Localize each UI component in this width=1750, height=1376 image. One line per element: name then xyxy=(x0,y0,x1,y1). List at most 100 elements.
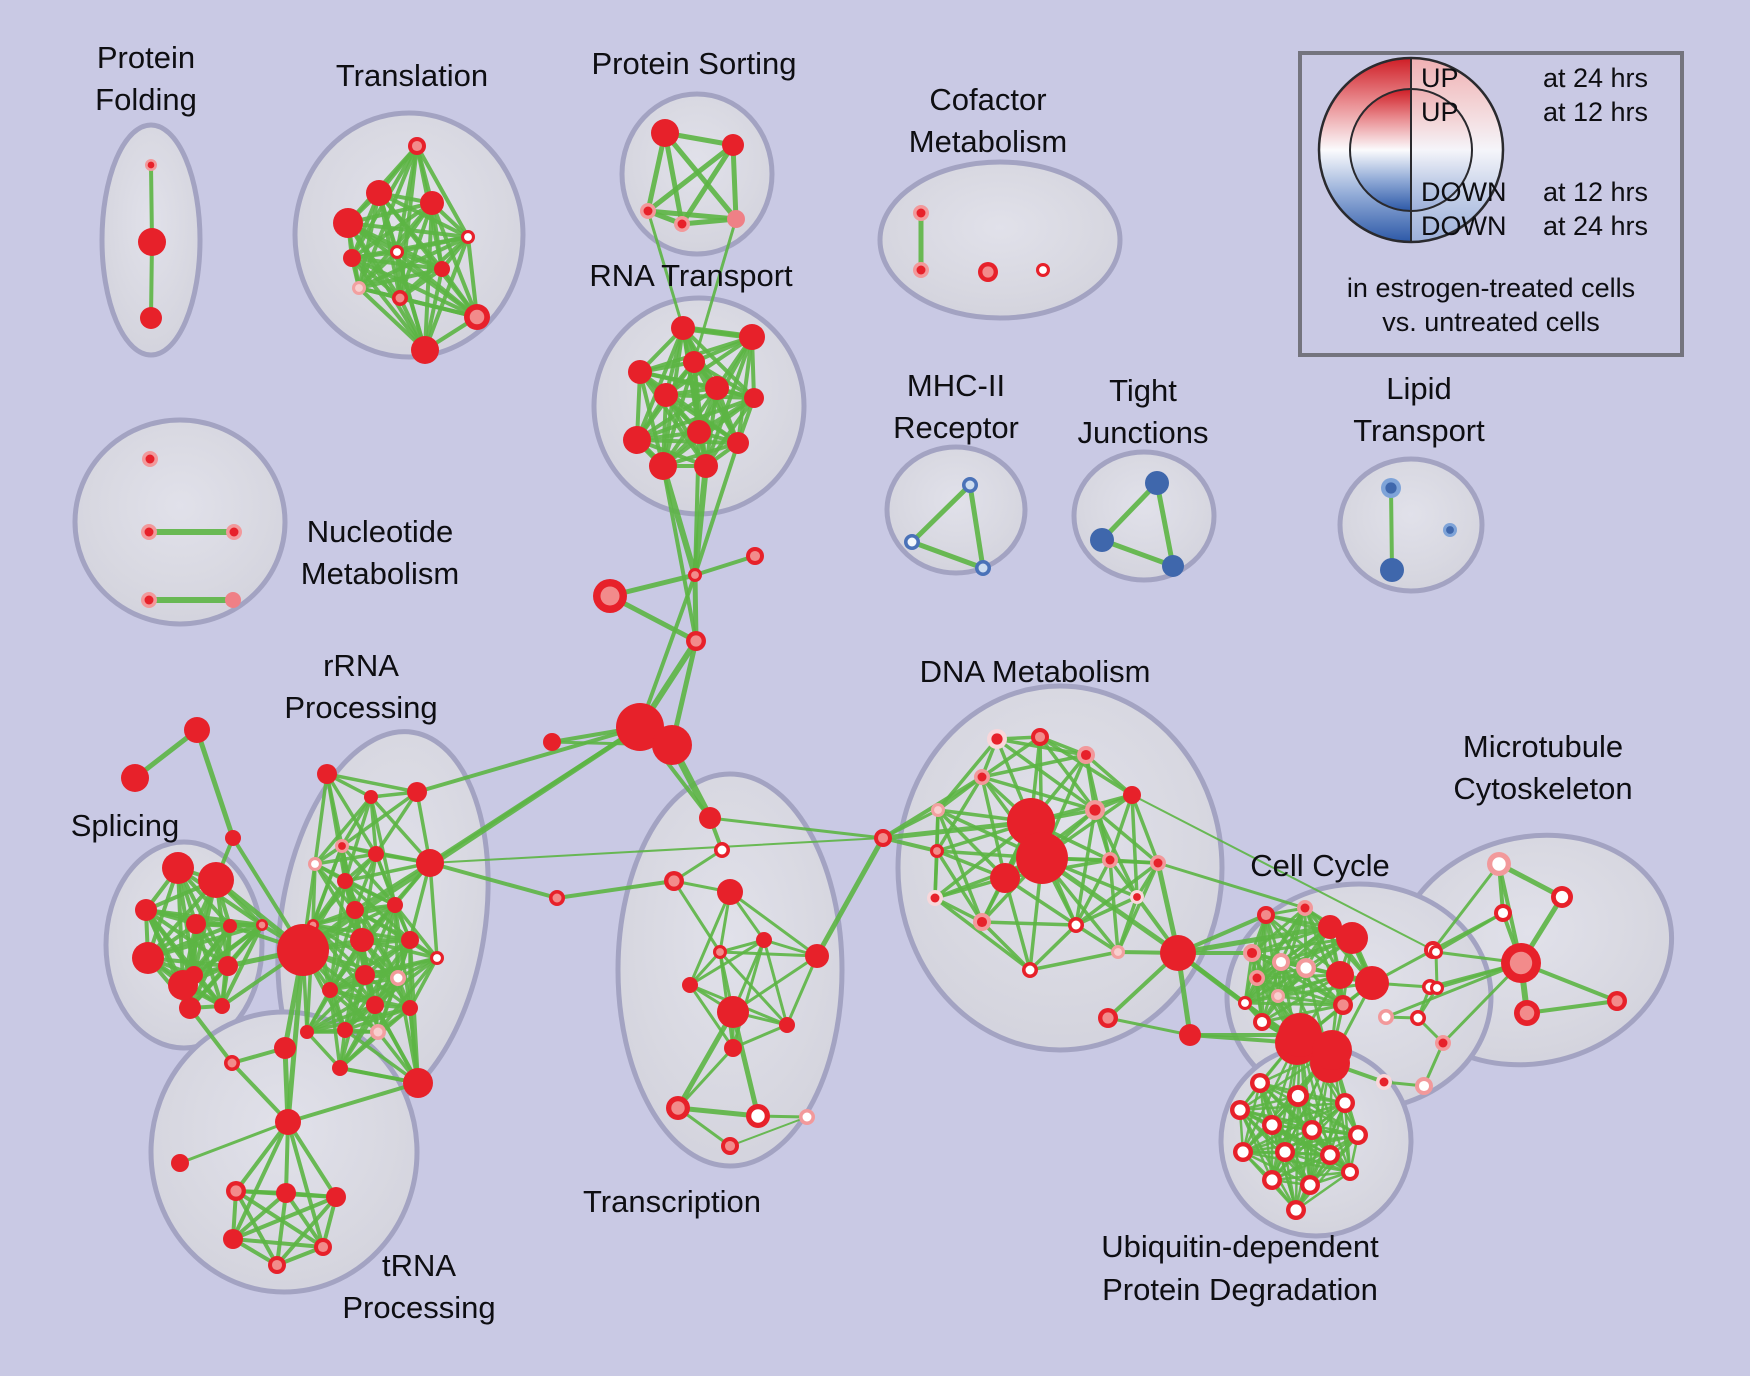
gene-node-inner-12h xyxy=(933,847,941,855)
gene-node-outer-24h xyxy=(350,928,374,952)
gene-node-outer-24h xyxy=(337,1022,353,1038)
gene-node-inner-12h xyxy=(751,1109,765,1123)
interaction-edge xyxy=(1175,924,1333,956)
interaction-edge xyxy=(178,1120,290,1165)
gene-node-inner-12h xyxy=(1254,1077,1266,1089)
interaction-edge xyxy=(313,795,373,866)
legend-row-time: at 12 hrs xyxy=(1543,177,1648,207)
gene-node-inner-12h xyxy=(802,1112,812,1122)
interaction-edge xyxy=(350,256,427,352)
interaction-edge xyxy=(1431,862,1501,952)
gene-node-outer-24h xyxy=(333,208,363,238)
legend-glyph-inner-left xyxy=(1350,89,1411,211)
interaction-edge xyxy=(275,1195,338,1267)
gene-node-outer-24h xyxy=(366,996,384,1014)
interaction-edge xyxy=(688,938,766,987)
gene-node-outer-24h xyxy=(1336,922,1368,954)
gene-node-inner-12h xyxy=(1266,1119,1278,1131)
gene-node-inner-12h xyxy=(934,806,942,814)
gene-node-outer-24h xyxy=(322,982,338,998)
gene-node-outer-24h xyxy=(223,1229,243,1249)
interaction-edge xyxy=(692,217,738,364)
interaction-edge xyxy=(555,879,676,900)
gene-node-inner-12h xyxy=(977,772,987,782)
gene-node-inner-12h xyxy=(1071,920,1081,930)
gene-node-inner-12h xyxy=(1256,1016,1268,1028)
gene-node-inner-12h xyxy=(1153,858,1163,868)
gene-node-inner-12h xyxy=(668,875,680,887)
gene-node-inner-12h xyxy=(1432,948,1440,956)
interaction-edge xyxy=(708,816,885,840)
gene-node-inner-12h xyxy=(229,527,239,537)
gene-node-outer-24h xyxy=(744,388,764,408)
gene-node-outer-24h xyxy=(543,733,561,751)
interaction-edge xyxy=(350,256,402,300)
gene-node-inner-12h xyxy=(1275,956,1287,968)
interaction-edge xyxy=(693,430,701,577)
interaction-edge xyxy=(1243,966,1308,1005)
cluster-label-protein-sorting: Protein Sorting xyxy=(591,46,796,81)
interaction-edge xyxy=(350,201,434,260)
cluster-ellipse-tight-junctions xyxy=(1071,449,1217,583)
interaction-edge xyxy=(693,441,740,577)
gene-node-outer-24h xyxy=(184,717,210,743)
gene-node-inner-12h xyxy=(338,842,346,850)
interaction-edge xyxy=(398,267,444,300)
cluster-label-dna-metabolism: DNA Metabolism xyxy=(920,654,1151,689)
gene-node-inner-12h xyxy=(716,948,724,956)
interaction-edge xyxy=(338,1003,377,1070)
gene-node-inner-12h xyxy=(691,571,699,579)
gene-node-inner-12h xyxy=(1352,1129,1364,1141)
legend-row-time: at 24 hrs xyxy=(1543,63,1648,93)
gene-node-outer-24h xyxy=(368,846,384,862)
gene-node-outer-24h xyxy=(401,931,419,949)
interaction-edge xyxy=(909,539,986,571)
interaction-edge xyxy=(635,326,685,442)
gene-node-inner-12h xyxy=(907,537,917,547)
gene-node-inner-12h xyxy=(1234,1104,1246,1116)
interaction-edge xyxy=(350,256,479,319)
cluster-label-cell-cycle: Cell Cycle xyxy=(1250,848,1390,883)
gene-node-inner-12h xyxy=(1274,992,1282,1000)
interaction-edge xyxy=(176,866,185,987)
gene-node-inner-12h xyxy=(469,309,485,325)
interaction-edge xyxy=(1039,855,1181,956)
interaction-edge xyxy=(1270,1123,1298,1212)
cluster-ellipse-cofactor-metabolism xyxy=(877,159,1123,321)
gene-node-inner-12h xyxy=(355,284,363,292)
gene-node-inner-12h xyxy=(1300,962,1312,974)
interaction-edge xyxy=(369,795,432,865)
interaction-edge xyxy=(194,727,236,841)
cluster-label-protein-folding: Folding xyxy=(95,82,197,117)
gene-node-inner-12h xyxy=(464,233,472,241)
interaction-edge xyxy=(995,737,1097,812)
interaction-edge xyxy=(338,1030,380,1070)
gene-node-outer-24h xyxy=(623,426,651,454)
gene-node-outer-24h xyxy=(717,879,743,905)
gene-node-outer-24h xyxy=(135,899,157,921)
interaction-edge xyxy=(429,837,884,864)
gene-node-outer-24h xyxy=(651,119,679,147)
interaction-edge xyxy=(415,144,470,239)
gene-node-outer-24h xyxy=(407,782,427,802)
gene-node-inner-12h xyxy=(1080,749,1092,761)
gene-node-outer-24h xyxy=(223,919,237,933)
gene-node-inner-12h xyxy=(395,293,405,303)
legend-caption: in estrogen-treated cells xyxy=(1347,273,1635,303)
interaction-edge xyxy=(428,861,439,960)
gene-node-outer-24h xyxy=(671,316,695,340)
cluster-label-ubiquitin-degradation: Ubiquitin-dependent xyxy=(1101,1229,1379,1264)
gene-node-inner-12h xyxy=(1260,909,1272,921)
gene-node-outer-24h xyxy=(1145,471,1169,495)
gene-node-outer-24h xyxy=(366,180,392,206)
interaction-edge xyxy=(730,1009,761,1119)
interaction-edge xyxy=(661,464,698,643)
gene-node-inner-12h xyxy=(433,954,441,962)
interaction-edge xyxy=(718,950,789,1027)
interaction-edge xyxy=(681,326,756,400)
interaction-edge xyxy=(1238,1108,1360,1137)
gene-node-inner-12h xyxy=(317,1241,329,1253)
interaction-edge xyxy=(645,142,736,214)
interaction-edge xyxy=(664,335,754,397)
interaction-edge xyxy=(1106,1016,1192,1037)
